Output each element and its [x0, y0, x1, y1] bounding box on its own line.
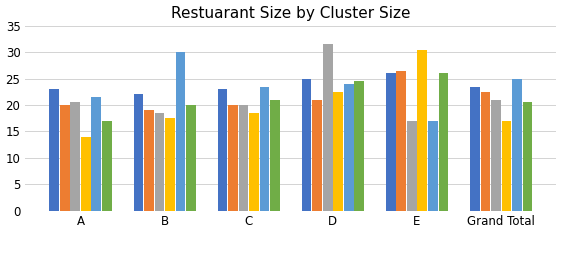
- Bar: [407, 121, 416, 211]
- Bar: [155, 113, 164, 211]
- Bar: [175, 52, 185, 211]
- Bar: [92, 97, 101, 211]
- Bar: [102, 121, 112, 211]
- Bar: [396, 71, 406, 211]
- Title: Restuarant Size by Cluster Size: Restuarant Size by Cluster Size: [171, 6, 411, 21]
- Bar: [81, 137, 90, 211]
- Bar: [49, 89, 59, 211]
- Bar: [481, 92, 490, 211]
- Bar: [333, 92, 343, 211]
- Bar: [134, 94, 143, 211]
- Bar: [144, 110, 154, 211]
- Bar: [302, 79, 311, 211]
- Bar: [438, 73, 448, 211]
- Bar: [323, 44, 333, 211]
- Bar: [502, 121, 511, 211]
- Bar: [523, 102, 532, 211]
- Bar: [312, 100, 322, 211]
- Bar: [249, 113, 259, 211]
- Bar: [386, 73, 396, 211]
- Bar: [186, 105, 196, 211]
- Bar: [165, 118, 175, 211]
- Bar: [60, 105, 70, 211]
- Legend: 7County, Minneapolis, SaintPaul, Not Metro, Duluth, Grand Total: 7County, Minneapolis, SaintPaul, Not Met…: [99, 267, 483, 270]
- Bar: [260, 87, 269, 211]
- Bar: [228, 105, 238, 211]
- Bar: [512, 79, 522, 211]
- Bar: [239, 105, 248, 211]
- Bar: [470, 87, 480, 211]
- Bar: [270, 100, 280, 211]
- Bar: [418, 50, 427, 211]
- Bar: [491, 100, 501, 211]
- Bar: [344, 84, 353, 211]
- Bar: [70, 102, 80, 211]
- Bar: [355, 81, 364, 211]
- Bar: [217, 89, 228, 211]
- Bar: [428, 121, 438, 211]
